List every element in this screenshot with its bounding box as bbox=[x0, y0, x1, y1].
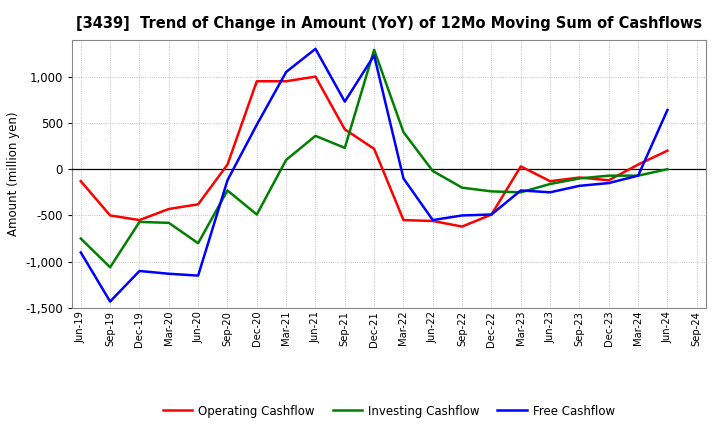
Free Cashflow bbox=[311, 46, 320, 51]
Operating Cashflow bbox=[546, 179, 554, 184]
Free Cashflow bbox=[135, 268, 144, 274]
Investing Cashflow bbox=[164, 220, 173, 225]
Operating Cashflow bbox=[164, 206, 173, 212]
Free Cashflow bbox=[487, 212, 496, 217]
Operating Cashflow bbox=[399, 217, 408, 223]
Investing Cashflow bbox=[223, 188, 232, 193]
Investing Cashflow bbox=[135, 219, 144, 224]
Investing Cashflow bbox=[370, 47, 379, 52]
Free Cashflow bbox=[223, 178, 232, 183]
Free Cashflow bbox=[634, 173, 642, 178]
Investing Cashflow bbox=[428, 169, 437, 174]
Free Cashflow bbox=[458, 213, 467, 218]
Operating Cashflow bbox=[253, 79, 261, 84]
Operating Cashflow bbox=[428, 218, 437, 224]
Free Cashflow bbox=[282, 70, 290, 75]
Operating Cashflow bbox=[282, 79, 290, 84]
Investing Cashflow bbox=[634, 173, 642, 178]
Operating Cashflow bbox=[605, 178, 613, 183]
Investing Cashflow bbox=[282, 157, 290, 162]
Operating Cashflow bbox=[516, 164, 525, 169]
Investing Cashflow bbox=[605, 173, 613, 178]
Operating Cashflow bbox=[634, 162, 642, 167]
Operating Cashflow bbox=[575, 175, 584, 180]
Investing Cashflow bbox=[663, 166, 672, 172]
Investing Cashflow bbox=[341, 145, 349, 150]
Operating Cashflow bbox=[76, 179, 85, 184]
Investing Cashflow bbox=[575, 176, 584, 181]
Y-axis label: Amount (million yen): Amount (million yen) bbox=[6, 112, 19, 236]
Operating Cashflow bbox=[663, 148, 672, 153]
Free Cashflow bbox=[605, 180, 613, 186]
Investing Cashflow bbox=[546, 181, 554, 187]
Operating Cashflow bbox=[341, 127, 349, 132]
Operating Cashflow bbox=[311, 74, 320, 79]
Free Cashflow bbox=[164, 271, 173, 276]
Free Cashflow bbox=[76, 250, 85, 255]
Investing Cashflow bbox=[458, 185, 467, 191]
Free Cashflow bbox=[575, 183, 584, 188]
Investing Cashflow bbox=[487, 189, 496, 194]
Legend: Operating Cashflow, Investing Cashflow, Free Cashflow: Operating Cashflow, Investing Cashflow, … bbox=[158, 400, 619, 422]
Investing Cashflow bbox=[516, 190, 525, 195]
Title: [3439]  Trend of Change in Amount (YoY) of 12Mo Moving Sum of Cashflows: [3439] Trend of Change in Amount (YoY) o… bbox=[76, 16, 702, 32]
Operating Cashflow bbox=[370, 146, 379, 151]
Free Cashflow bbox=[341, 99, 349, 104]
Line: Operating Cashflow: Operating Cashflow bbox=[81, 77, 667, 227]
Free Cashflow bbox=[194, 273, 202, 278]
Operating Cashflow bbox=[458, 224, 467, 229]
Investing Cashflow bbox=[253, 212, 261, 217]
Investing Cashflow bbox=[106, 264, 114, 270]
Free Cashflow bbox=[663, 107, 672, 113]
Line: Investing Cashflow: Investing Cashflow bbox=[81, 50, 667, 267]
Investing Cashflow bbox=[399, 129, 408, 135]
Free Cashflow bbox=[428, 217, 437, 223]
Investing Cashflow bbox=[76, 236, 85, 241]
Free Cashflow bbox=[253, 122, 261, 128]
Operating Cashflow bbox=[194, 202, 202, 207]
Operating Cashflow bbox=[135, 217, 144, 223]
Operating Cashflow bbox=[487, 212, 496, 217]
Free Cashflow bbox=[399, 176, 408, 181]
Free Cashflow bbox=[546, 190, 554, 195]
Investing Cashflow bbox=[311, 133, 320, 139]
Free Cashflow bbox=[370, 53, 379, 58]
Operating Cashflow bbox=[106, 213, 114, 218]
Line: Free Cashflow: Free Cashflow bbox=[81, 49, 667, 301]
Free Cashflow bbox=[106, 299, 114, 304]
Operating Cashflow bbox=[223, 162, 232, 167]
Investing Cashflow bbox=[194, 241, 202, 246]
Free Cashflow bbox=[516, 188, 525, 193]
